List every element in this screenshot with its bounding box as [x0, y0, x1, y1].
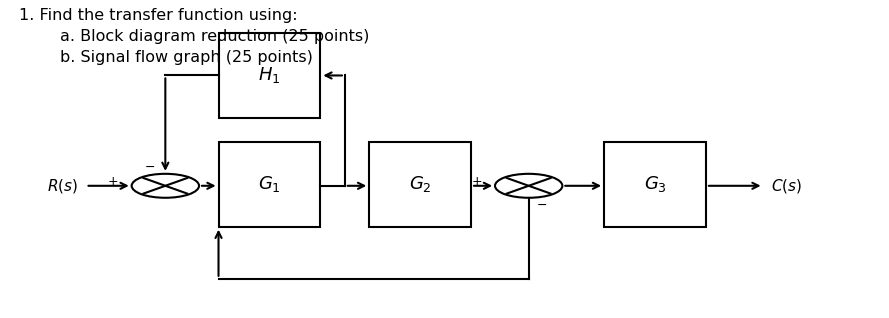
Text: $G_1$: $G_1$ — [258, 174, 281, 194]
Circle shape — [495, 174, 563, 198]
Text: −: − — [145, 161, 156, 174]
FancyBboxPatch shape — [604, 142, 706, 227]
Text: $H_1$: $H_1$ — [259, 66, 281, 86]
Text: +: + — [108, 175, 118, 188]
Text: 1. Find the transfer function using:
        a. Block diagram reduction (25 poin: 1. Find the transfer function using: a. … — [19, 8, 370, 65]
Text: $G_2$: $G_2$ — [409, 174, 431, 194]
Circle shape — [132, 174, 199, 198]
FancyBboxPatch shape — [219, 142, 320, 227]
Text: $C(s)$: $C(s)$ — [771, 177, 802, 195]
Text: $G_3$: $G_3$ — [644, 174, 667, 194]
Text: −: − — [537, 198, 548, 211]
FancyBboxPatch shape — [219, 33, 320, 118]
Text: +: + — [471, 175, 482, 188]
FancyBboxPatch shape — [369, 142, 471, 227]
Text: $R(s)$: $R(s)$ — [47, 177, 78, 195]
